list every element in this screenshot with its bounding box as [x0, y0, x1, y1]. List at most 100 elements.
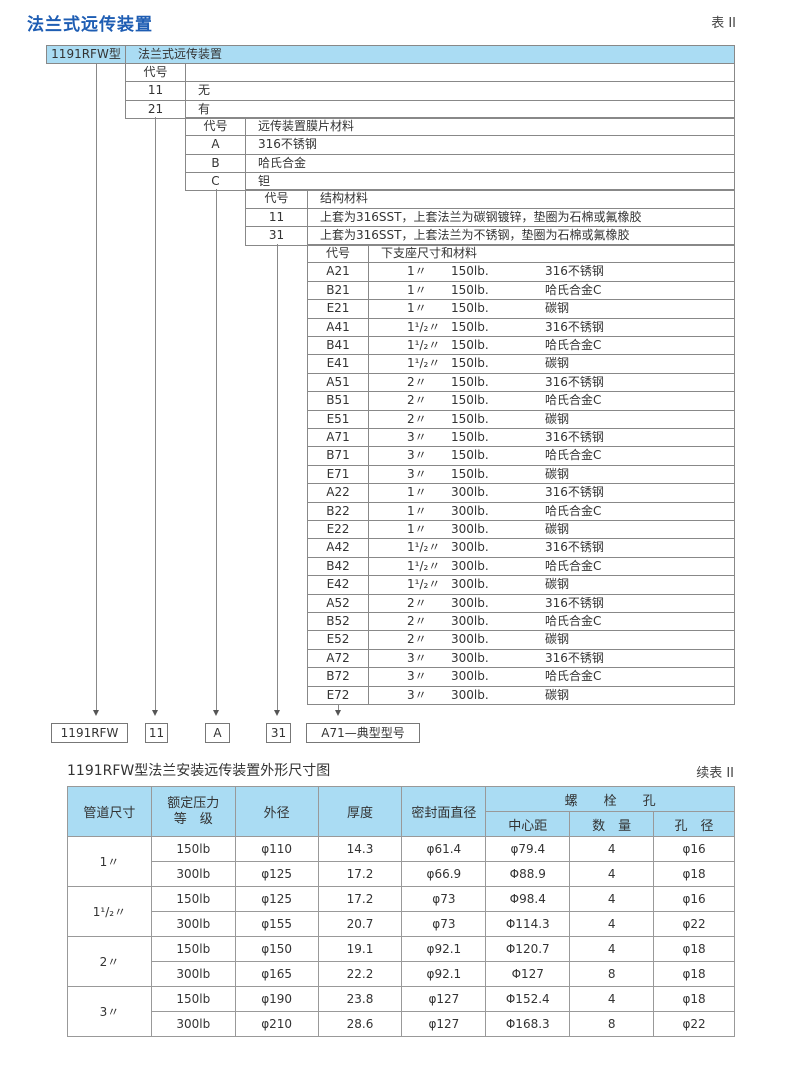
- level3-header-desc: 结构材料: [307, 189, 735, 209]
- seal-face-cell: φ61.4: [401, 836, 487, 862]
- page-title: 法兰式远传装置: [27, 15, 153, 35]
- table-row: 300lb φ210 28.6 φ127 Φ168.3 8 φ22: [68, 1011, 735, 1037]
- level4-row-code: B71: [307, 446, 369, 466]
- level4-row-code: B51: [307, 391, 369, 411]
- base-size: 2〃: [407, 374, 427, 389]
- level4-row-code: A21: [307, 262, 369, 282]
- level4-row-desc: 3〃 150lb. 碳钢: [368, 464, 735, 485]
- rating-cell: 300lb: [150, 1011, 236, 1037]
- thickness-cell: 28.6: [317, 1011, 403, 1037]
- base-size: 1〃: [407, 301, 427, 316]
- level4-row-code: B52: [307, 612, 369, 632]
- example-model: 1191RFW: [51, 723, 128, 743]
- base-material: 316不锈钢: [545, 595, 604, 610]
- table-row: 1〃 150lb φ110 14.3 φ61.4 φ79.4 4 φ16: [67, 836, 735, 887]
- count-cell: 4: [569, 886, 655, 912]
- level4-row-desc: 1¹/₂〃 150lb. 316不锈钢: [368, 317, 735, 337]
- base-rating: 300lb.: [451, 669, 489, 684]
- pcd-cell: φ79.4: [485, 836, 571, 862]
- base-rating: 150lb.: [451, 393, 489, 408]
- base-material: 碳钢: [545, 301, 570, 316]
- example-base: A71—典型型号: [306, 723, 420, 743]
- seal-face-cell: φ73: [401, 911, 487, 937]
- base-material: 碳钢: [545, 356, 570, 371]
- level4-row-code: E42: [307, 575, 369, 595]
- od-cell: φ210: [234, 1011, 319, 1037]
- model-name-cell: 法兰式远传装置: [125, 45, 735, 64]
- base-material: 316不锈钢: [545, 430, 604, 444]
- rating-cell: 150lb: [150, 836, 236, 862]
- base-rating: 300lb.: [451, 503, 489, 518]
- level4-row-desc: 2〃 150lb. 316不锈钢: [368, 372, 735, 393]
- base-material: 碳钢: [545, 522, 570, 536]
- hole-dia-cell: φ18: [653, 861, 735, 887]
- base-size: 2〃: [407, 614, 427, 628]
- seal-face-cell: φ73: [401, 886, 487, 912]
- connector-line: [155, 117, 156, 711]
- base-material: 哈氏合金C: [545, 614, 602, 628]
- level4-row-code: A41: [307, 317, 369, 337]
- base-rating: 300lb.: [451, 558, 489, 573]
- level4-row-desc: 3〃 150lb. 哈氏合金C: [368, 446, 735, 466]
- pcd-cell: Φ88.9: [485, 861, 571, 887]
- level4-header-code: 代号: [307, 244, 369, 264]
- hole-dia-cell: φ18: [653, 961, 735, 987]
- base-rating: 300lb.: [451, 632, 489, 647]
- level4-row-code: B42: [307, 556, 369, 577]
- base-size: 1¹/₂〃: [407, 540, 441, 555]
- level2-row-code: B: [185, 153, 246, 173]
- example-diaphragm: A: [205, 723, 230, 743]
- level2-row-code: A: [185, 135, 246, 155]
- base-rating: 300lb.: [451, 577, 489, 592]
- level4-row-desc: 2〃 300lb. 碳钢: [368, 630, 735, 650]
- base-material: 316不锈钢: [545, 540, 604, 555]
- level2-header-code: 代号: [185, 117, 246, 137]
- pcd-cell: Φ168.3: [485, 1011, 571, 1037]
- header-thickness: 厚度: [317, 786, 403, 837]
- hole-dia-cell: φ16: [653, 886, 735, 912]
- level4-row-desc: 1¹/₂〃 300lb. 碳钢: [368, 575, 735, 595]
- model-code-cell: 1191RFW型: [46, 45, 126, 64]
- level4-row-desc: 1〃 150lb. 哈氏合金C: [368, 280, 735, 301]
- level4-row-code: A42: [307, 538, 369, 558]
- base-rating: 300lb.: [451, 595, 489, 610]
- base-material: 哈氏合金C: [545, 669, 602, 684]
- level1-row-desc: 有: [185, 99, 735, 119]
- od-cell: φ125: [234, 886, 319, 912]
- header-od: 外径: [234, 786, 319, 837]
- seal-face-cell: φ127: [401, 986, 487, 1012]
- hole-dia-cell: φ18: [653, 936, 735, 962]
- level2-row-desc: 哈氏合金: [245, 153, 735, 173]
- level4-row-code: A22: [307, 483, 369, 503]
- arrow-icon: [213, 710, 219, 716]
- base-rating: 300lb.: [451, 687, 489, 702]
- example-seal: 11: [145, 723, 168, 743]
- base-size: 2〃: [407, 411, 427, 426]
- count-cell: 4: [569, 936, 655, 962]
- base-material: 316不锈钢: [545, 374, 604, 389]
- pcd-cell: Φ120.7: [485, 936, 571, 962]
- level4-row-code: B22: [307, 501, 369, 521]
- base-material: 哈氏合金C: [545, 503, 602, 518]
- base-rating: 300lb.: [451, 614, 489, 628]
- dimension-table: 管道尺寸 额定压力 等 级 外径 厚度 密封面直径 螺 栓 孔 中心距 数 量 …: [67, 786, 735, 1037]
- count-cell: 8: [569, 961, 655, 987]
- base-size: 1〃: [407, 264, 427, 279]
- base-rating: 150lb.: [451, 448, 489, 463]
- base-rating: 150lb.: [451, 264, 489, 279]
- table-row: 300lb φ155 20.7 φ73 Φ114.3 4 φ22: [68, 911, 735, 937]
- arrow-icon: [274, 710, 280, 716]
- od-cell: φ190: [234, 986, 319, 1012]
- arrow-icon: [93, 710, 99, 716]
- level4-row-desc: 1〃 150lb. 碳钢: [368, 299, 735, 319]
- hole-dia-cell: φ18: [653, 986, 735, 1012]
- pcd-cell: Φ114.3: [485, 911, 571, 937]
- level3-row-code: 11: [245, 207, 308, 227]
- level4-row-desc: 1〃 150lb. 316不锈钢: [368, 262, 735, 282]
- table-row: 300lb φ165 22.2 φ92.1 Φ127 8 φ18: [68, 961, 735, 987]
- pcd-cell: Φ152.4: [485, 986, 571, 1012]
- base-material: 哈氏合金C: [545, 282, 602, 297]
- level4-row-desc: 1¹/₂〃 300lb. 哈氏合金C: [368, 556, 735, 577]
- level4-row-code: A52: [307, 593, 369, 613]
- connector-line: [96, 63, 97, 711]
